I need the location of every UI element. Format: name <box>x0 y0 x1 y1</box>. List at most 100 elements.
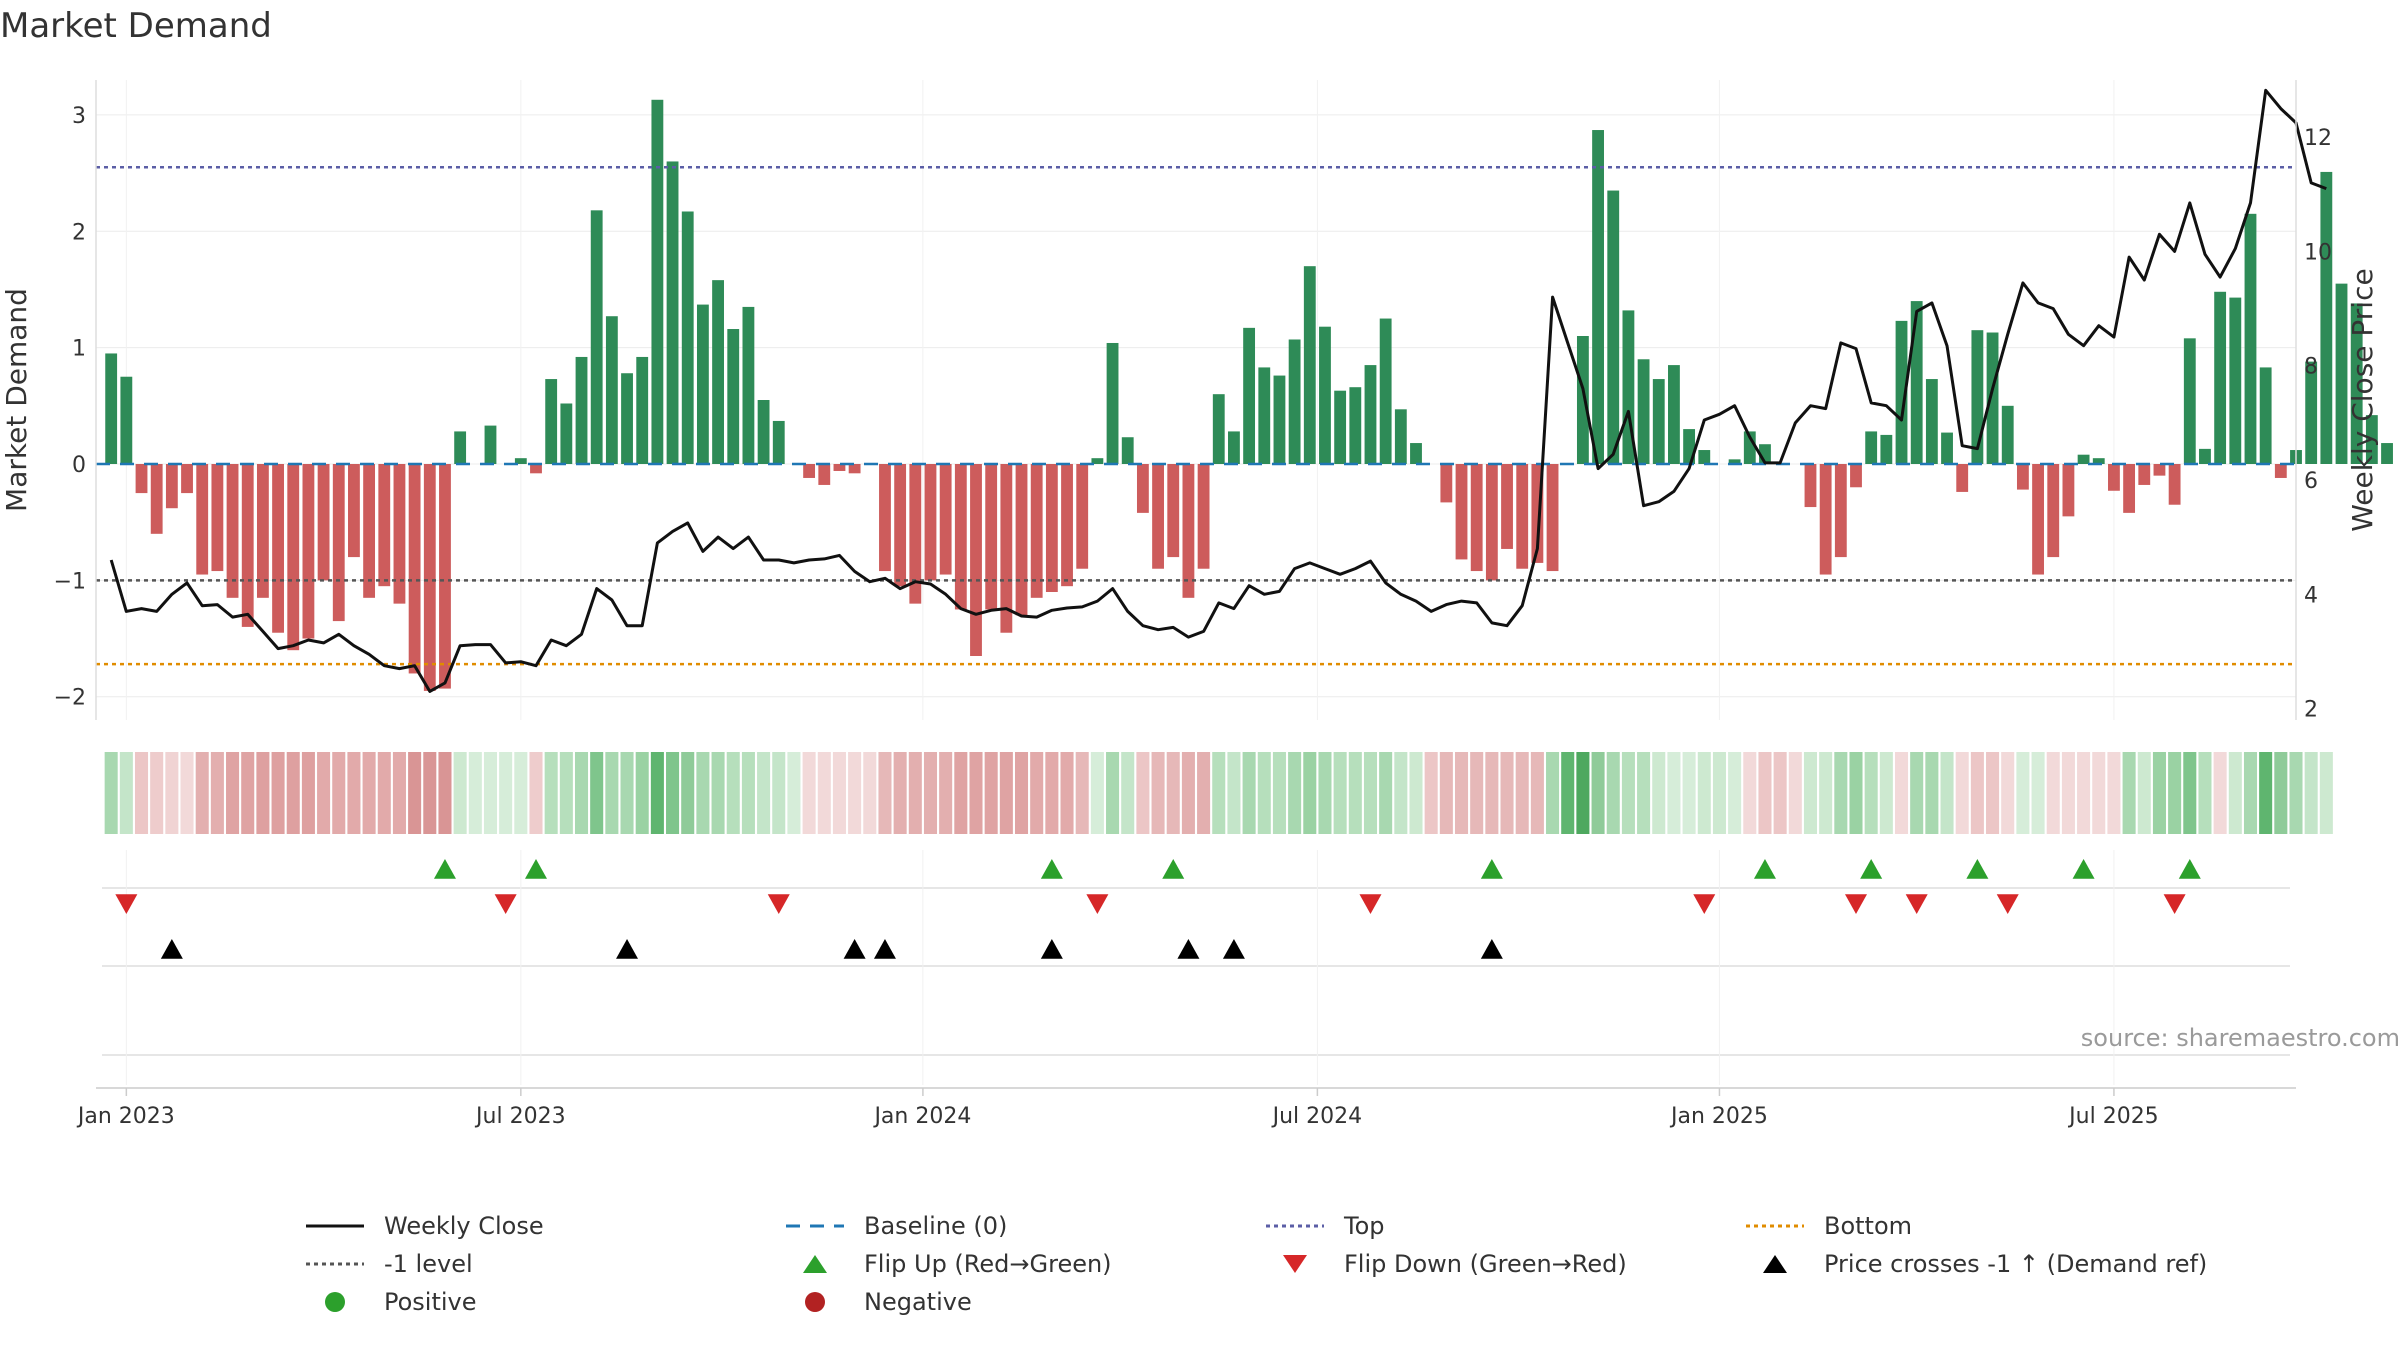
heat-cell <box>1743 752 1757 834</box>
heat-cell <box>1652 752 1666 834</box>
demand-bar <box>1531 464 1544 563</box>
heat-cell <box>423 752 437 834</box>
heat-cell <box>741 752 755 834</box>
heat-cell <box>1348 752 1362 834</box>
demand-bar <box>2183 338 2196 464</box>
heat-cell <box>1773 752 1787 834</box>
heat-cell <box>317 752 331 834</box>
demand-bar <box>590 210 603 464</box>
demand-bar <box>970 464 982 656</box>
demand-bar <box>1349 387 1362 464</box>
heat-cell <box>999 752 1013 834</box>
demand-bar <box>1986 332 1999 464</box>
heat-cell <box>1910 752 1924 834</box>
demand-bar <box>681 211 694 464</box>
demand-bar <box>575 356 588 464</box>
y-tick-label: −2 <box>54 686 86 711</box>
legend-label: Baseline (0) <box>864 1212 1008 1240</box>
demand-bar <box>423 464 436 691</box>
legend-label: Weekly Close <box>384 1212 544 1240</box>
heat-cell <box>1257 752 1271 834</box>
heat-cell <box>1106 752 1120 834</box>
demand-bar <box>545 379 558 464</box>
heat-cell <box>2213 752 2227 834</box>
price-cross-marker <box>160 939 183 959</box>
heat-cell <box>1121 752 1135 834</box>
heat-cell <box>681 752 695 834</box>
y-right-axis-label: Weekly Close Price <box>2346 268 2379 531</box>
heat-cell <box>195 752 209 834</box>
demand-bar <box>1197 464 1210 569</box>
demand-bar <box>1819 464 1832 575</box>
legend-item-minus-one: -1 level <box>300 1246 473 1282</box>
demand-bar <box>2062 464 2075 517</box>
demand-bar <box>1030 464 1043 598</box>
demand-bar <box>2274 464 2287 478</box>
demand-bar <box>165 464 178 509</box>
x-tick-label: Jul 2023 <box>474 1104 566 1129</box>
heat-cell <box>2243 752 2258 834</box>
demand-bar <box>939 464 952 575</box>
demand-bar <box>1925 379 1938 464</box>
heat-cell <box>1728 752 1742 834</box>
legend-item-bottom: Bottom <box>1740 1208 1912 1244</box>
heat-cell <box>2061 752 2075 834</box>
demand-bar <box>2199 448 2211 464</box>
heat-cell <box>544 752 558 834</box>
demand-bar <box>393 464 406 604</box>
heat-cell <box>392 752 406 834</box>
demand-bar <box>2016 464 2029 490</box>
y-right-tick-label: 2 <box>2304 698 2318 723</box>
heat-cell <box>1212 752 1226 834</box>
demand-bar <box>2108 464 2120 491</box>
flip-up-marker <box>1966 859 1989 879</box>
demand-bar <box>1743 431 1756 464</box>
demand-bar <box>302 464 315 639</box>
demand-bar <box>1880 434 1893 464</box>
heat-cell <box>1363 752 1378 834</box>
heat-cell <box>1060 752 1074 834</box>
demand-bar <box>651 99 664 465</box>
demand-bar <box>1015 464 1028 616</box>
demand-bar <box>2168 464 2181 505</box>
heat-cell <box>514 752 528 834</box>
heat-cell <box>1090 752 1104 834</box>
price-cross-marker <box>1480 939 1503 959</box>
heat-cell <box>650 752 664 834</box>
demand-bars <box>105 99 2393 691</box>
flip-up-marker <box>2178 859 2201 879</box>
demand-bar <box>1000 464 1013 633</box>
heat-cell <box>1788 752 1802 834</box>
demand-bar <box>1121 437 1134 464</box>
heat-cell <box>1530 752 1544 834</box>
demand-bar <box>560 403 573 464</box>
heat-cell <box>1075 752 1089 834</box>
legend: Weekly Close Baseline (0) Top Bottom -1 … <box>300 1208 2250 1328</box>
demand-bar <box>1303 266 1316 464</box>
y-right-tick-label: 8 <box>2304 355 2318 380</box>
flip-down-marker <box>1359 894 1382 914</box>
demand-bar <box>1379 318 1392 464</box>
heat-cell <box>1637 752 1651 834</box>
heat-cell <box>787 752 801 834</box>
demand-bar <box>1410 443 1422 464</box>
demand-bar <box>120 376 133 464</box>
demand-bar <box>1182 464 1195 598</box>
heat-cell <box>605 752 619 834</box>
heat-cell <box>1303 752 1317 834</box>
demand-bar <box>2381 443 2393 464</box>
demand-bar <box>2032 464 2044 575</box>
legend-item-flip-up: Flip Up (Red→Green) <box>780 1246 1112 1282</box>
demand-bar <box>1258 367 1271 464</box>
flip-down-marker <box>1086 894 1109 914</box>
weekly-close-line <box>109 88 2327 693</box>
demand-bar <box>879 464 891 572</box>
flip-down-marker <box>1996 894 2019 914</box>
heat-cell <box>1045 752 1059 834</box>
flip-down-marker <box>2163 894 2186 914</box>
legend-item-price-cross: Price crosses -1 ↑ (Demand ref) <box>1740 1246 2207 1282</box>
heat-cell <box>362 752 376 834</box>
heat-cell <box>802 752 816 834</box>
heat-cell <box>1288 752 1302 834</box>
demand-bar <box>848 464 861 474</box>
